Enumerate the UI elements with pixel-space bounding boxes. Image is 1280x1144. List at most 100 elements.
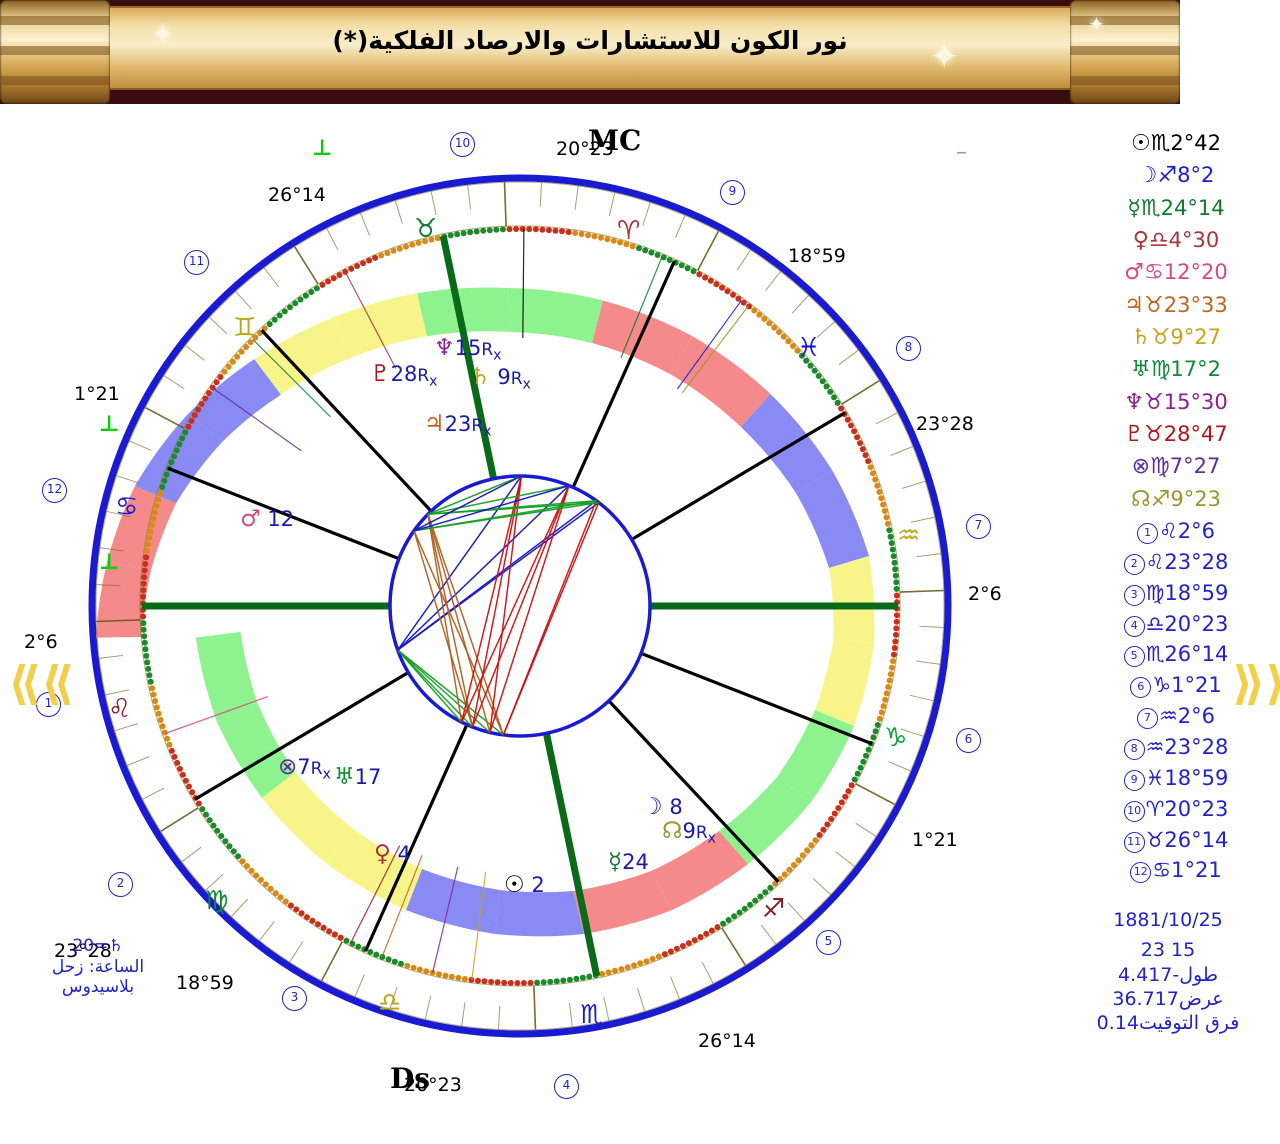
house-row-5[interactable]: 5 ♏26°14 xyxy=(1072,639,1280,670)
house-row-3[interactable]: 3 ♍18°59 xyxy=(1072,578,1280,609)
wheel-planet-jupiter[interactable]: ♃23Rx xyxy=(424,413,492,439)
house-row-6[interactable]: 6 ♑1°21 xyxy=(1072,670,1280,701)
wheel-planet-mars[interactable]: ♂ 12 xyxy=(240,508,294,531)
readout-row-uranus[interactable]: ♅♍17°2 xyxy=(1130,357,1222,383)
pluto-degrees: 28 xyxy=(1163,421,1191,446)
readout-row-neptune[interactable]: ♆♉15°30 xyxy=(1124,389,1228,415)
wheel-planet-part-of-fortune[interactable]: ⊗7Rx xyxy=(278,756,331,782)
jupiter-glyph: ♃ xyxy=(1124,292,1145,318)
chart-note-panel: 20=♄ الساعة: زحل بلاسيدوس xyxy=(18,936,178,998)
house-4-degrees: 20 xyxy=(1164,611,1192,636)
readout-row-saturn[interactable]: ♄♉9°27 xyxy=(1130,324,1222,350)
page-title: نور الكون للاستشارات والارصاد الفلكية(*) xyxy=(332,26,848,55)
house-12-degrees: 1 xyxy=(1171,858,1185,883)
next-chart-button[interactable]: ⟫⟫ xyxy=(1232,656,1280,710)
sun-glyph: ☉ xyxy=(504,872,525,898)
house-9-minutes: 59 xyxy=(1201,765,1229,790)
readout-row-north-node[interactable]: ☊♐9°23 xyxy=(1131,486,1221,512)
prev-chart-button[interactable]: ⟪⟪ xyxy=(8,656,75,710)
venus-sign-glyph: ♎ xyxy=(1148,227,1169,253)
house-row-1[interactable]: 1 ♌2°6 xyxy=(1072,516,1280,547)
house-8-minutes: 28 xyxy=(1201,734,1229,759)
retrograde-icon: Rx xyxy=(471,416,492,440)
birth-time: 23 15 xyxy=(1140,939,1196,962)
sun-degree: 2 xyxy=(531,873,545,897)
house-badge-5[interactable]: 5 xyxy=(816,930,841,955)
house-number-badge: 3 xyxy=(1123,584,1145,606)
readout-row-part-of-fortune[interactable]: ⊗♍7°27 xyxy=(1131,454,1221,480)
house-badge-1[interactable]: 1 xyxy=(36,692,61,717)
house-badge-3[interactable]: 3 xyxy=(282,986,307,1011)
mercury-minutes: 14 xyxy=(1197,195,1225,220)
moon-minutes: 2 xyxy=(1200,163,1215,188)
saturn-glyph: ♄ xyxy=(1130,324,1151,350)
house-badge-11[interactable]: 11 xyxy=(184,250,209,275)
house-row-4[interactable]: 4 ♎20°23 xyxy=(1072,609,1280,640)
wheel-planet-north-node[interactable]: ☊9Rx xyxy=(662,820,716,846)
neptune-degrees: 15 xyxy=(1163,389,1191,414)
house-6-degrees: 1 xyxy=(1171,673,1185,698)
wheel-planet-mercury[interactable]: ☿24 xyxy=(608,851,649,874)
north-node-glyph: ☊ xyxy=(1131,486,1151,512)
timezone-label: فرق التوقيت xyxy=(1138,1012,1240,1035)
readout-row-sun[interactable]: ☉♏2°42 xyxy=(1130,131,1222,156)
house-row-2[interactable]: 2♌23°28– xyxy=(1072,547,1280,578)
house-row-12[interactable]: 12 ♋1°21 xyxy=(1072,855,1280,886)
readout-row-jupiter[interactable]: ♃♉23°33 xyxy=(1124,292,1228,318)
timezone-value: 0.14 xyxy=(1096,1012,1139,1035)
wheel-outer-rim xyxy=(88,174,952,1038)
cusp-label-3: 18°59 xyxy=(176,972,234,994)
house-badge-9[interactable]: 9 xyxy=(720,180,745,205)
house-number-badge: 2 xyxy=(1123,553,1145,575)
wheel-planet-saturn[interactable]: ♄ 9Rx xyxy=(470,366,531,392)
mars-degrees: 12 xyxy=(1163,260,1191,285)
house-row-9[interactable]: 9 ♓18°59 xyxy=(1072,763,1280,794)
part-of-fortune-degrees: 7 xyxy=(1169,454,1184,479)
cusp-label-6: 1°21 xyxy=(912,829,958,851)
house-badge-12[interactable]: 12 xyxy=(42,478,67,503)
wheel-planet-pluto[interactable]: ♇28Rx xyxy=(370,363,438,389)
dash-marker: – xyxy=(956,140,967,165)
moon-degrees: 8 xyxy=(1177,163,1191,188)
cusp-label-5: 26°14 xyxy=(698,1030,756,1052)
house-badge-8[interactable]: 8 xyxy=(896,336,921,361)
readout-row-mercury[interactable]: ☿♏24°14 xyxy=(1127,195,1225,221)
cross-marker-icon: ⊥ xyxy=(99,412,120,437)
wheel-planet-moon[interactable]: ☽ 8 xyxy=(642,796,683,819)
wheel-planet-uranus[interactable]: ♅17 xyxy=(334,766,381,789)
house-row-7[interactable]: 7 ♒2°6 xyxy=(1072,701,1280,732)
mars-degree: 12 xyxy=(267,507,295,531)
readout-row-pluto[interactable]: ♇♉28°47– xyxy=(1124,421,1228,447)
house-badge-6[interactable]: 6 xyxy=(956,728,981,753)
readout-row-mars[interactable]: ♂♋12°20 xyxy=(1124,260,1228,286)
north-node-degrees: 9 xyxy=(1170,486,1184,511)
jupiter-degrees: 23 xyxy=(1163,292,1191,317)
house-badge-10[interactable]: 10 xyxy=(450,132,475,157)
jupiter-degree: 23 xyxy=(444,412,472,436)
hour-ruler-label: الساعة: زحل xyxy=(51,956,145,977)
house-badge-7[interactable]: 7 xyxy=(966,514,991,539)
latitude-label: عرض xyxy=(1178,987,1224,1010)
ring-sign-cancer: ♋ xyxy=(115,492,139,522)
house-row-8[interactable]: 8 ♒23°28 xyxy=(1072,732,1280,763)
house-badge-4[interactable]: 4 xyxy=(554,1074,579,1099)
house-10-minutes: 23 xyxy=(1201,796,1229,821)
mars-glyph: ♂ xyxy=(240,506,261,532)
wheel-planet-venus[interactable]: ♀ 4 xyxy=(374,843,411,866)
house-badge-2[interactable]: 2 xyxy=(108,872,133,897)
house-row-11[interactable]: 11 ♉26°14 xyxy=(1072,825,1280,856)
pluto-glyph: ♇ xyxy=(1124,421,1145,447)
birth-longitude: طول-4.417 xyxy=(1056,963,1280,987)
readout-row-moon[interactable]: ☽♐8°2 xyxy=(1137,163,1215,189)
wheel-planet-neptune[interactable]: ♆15Rx xyxy=(434,337,502,363)
readout-row-venus[interactable]: ♀♎4°30 xyxy=(1132,227,1220,253)
north-node-minutes: 23 xyxy=(1194,486,1221,511)
cross-marker-icon: ⊥ xyxy=(312,136,333,161)
neptune-sign-glyph: ♉ xyxy=(1144,389,1164,415)
wheel-planet-sun[interactable]: ☉ 2 xyxy=(504,874,545,897)
house-row-10[interactable]: 10 ♈20°23 xyxy=(1072,794,1280,825)
pluto-sign-glyph: ♉ xyxy=(1144,421,1164,447)
natal-chart-wheel[interactable] xyxy=(84,170,956,1042)
house-number-badge: 4 xyxy=(1123,615,1145,637)
house-number-badge: 12 xyxy=(1130,862,1152,884)
